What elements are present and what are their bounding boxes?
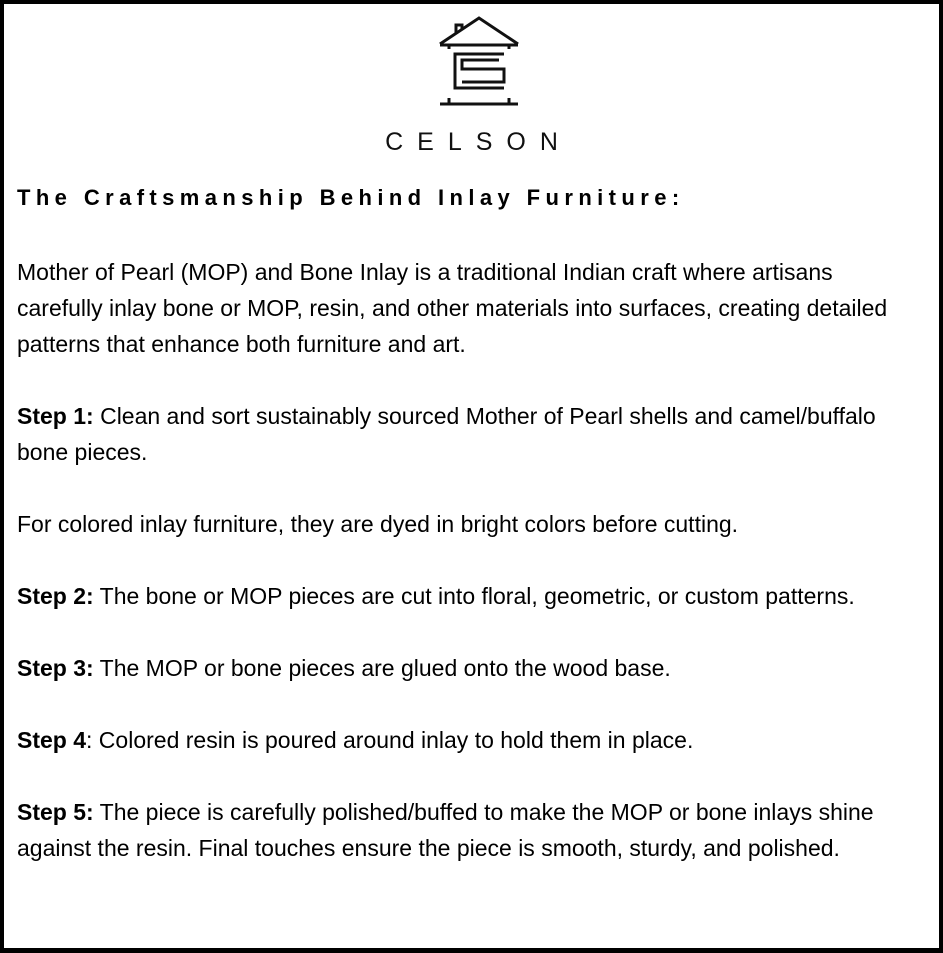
dye-note: For colored inlay furniture, they are dy… (17, 511, 739, 537)
step-text: Clean and sort sustainably sourced Mothe… (17, 403, 876, 465)
step-text: : Colored resin is poured around inlay t… (86, 727, 694, 753)
step-label: Step 4 (17, 727, 87, 753)
step-text: The MOP or bone pieces are glued onto th… (93, 655, 671, 681)
step-4: Step 4: Colored resin is poured around i… (17, 722, 922, 758)
house-logo-icon (439, 16, 519, 106)
step-2: Step 2: The bone or MOP pieces are cut i… (17, 578, 922, 614)
brand-name: CELSON (385, 128, 572, 156)
step-1: Step 1: Clean and sort sustainably sourc… (17, 398, 922, 470)
page-title: The Craftsmanship Behind Inlay Furniture… (17, 185, 685, 210)
step-label: Step 5: (17, 799, 94, 825)
step-label: Step 3: (17, 655, 94, 681)
step-label: Step 2: (17, 583, 94, 609)
document-body: Mother of Pearl (MOP) and Bone Inlay is … (17, 254, 922, 902)
step-text: The bone or MOP pieces are cut into flor… (93, 583, 855, 609)
intro-paragraph: Mother of Pearl (MOP) and Bone Inlay is … (17, 259, 888, 357)
step-5: Step 5: The piece is carefully polished/… (17, 794, 922, 866)
step-label: Step 1: (17, 403, 94, 429)
step-text: The piece is carefully polished/buffed t… (17, 799, 874, 861)
step-3: Step 3: The MOP or bone pieces are glued… (17, 650, 922, 686)
